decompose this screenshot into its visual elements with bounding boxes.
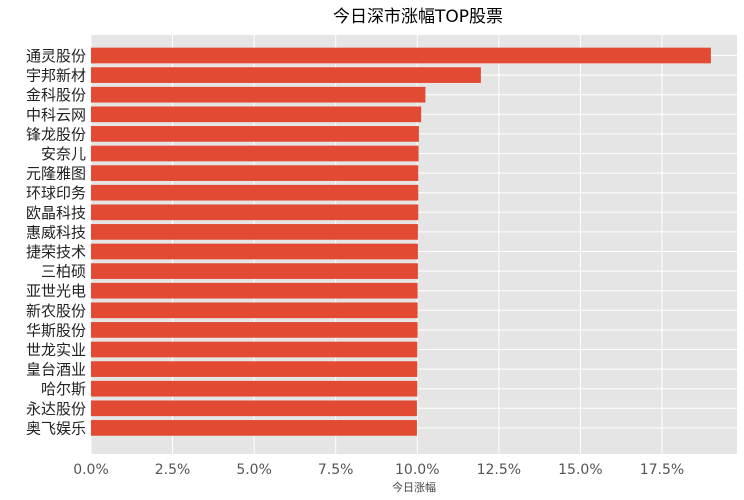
category-label: 锋龙股份 xyxy=(26,125,86,143)
x-tick-label: 5.0% xyxy=(236,462,272,478)
bar xyxy=(91,67,481,83)
bar xyxy=(91,361,418,377)
bar xyxy=(91,106,422,123)
category-label: 惠威科技 xyxy=(26,223,86,241)
category-label: 元隆雅图 xyxy=(26,165,86,183)
x-axis-label: 今日涨幅 xyxy=(392,480,436,494)
bar xyxy=(91,322,418,338)
bars xyxy=(91,47,711,436)
bar xyxy=(91,86,426,103)
x-tick-label: 12.5% xyxy=(477,462,521,478)
bar xyxy=(91,420,417,436)
category-label: 捷荣技术 xyxy=(26,243,86,261)
x-tick-label: 17.5% xyxy=(640,462,684,478)
bar xyxy=(91,380,418,397)
category-label: 哈尔斯 xyxy=(41,380,86,398)
category-label: 亚世光电 xyxy=(26,282,86,300)
category-label: 中科云网 xyxy=(26,106,86,124)
bar xyxy=(91,126,419,142)
bar xyxy=(91,47,711,64)
category-labels: 通灵股份宇邦新材金科股份中科云网锋龙股份安奈儿元隆雅图环球印务欧晶科技惠威科技捷… xyxy=(26,47,86,437)
category-label: 华斯股份 xyxy=(26,321,86,339)
bar xyxy=(91,302,418,319)
x-tick-labels: 0.0% 2.5% 5.0% 7.5% 10.0% 12.5% 15.0% 17.5% xyxy=(73,462,684,478)
bar xyxy=(91,145,419,162)
category-label: 安奈儿 xyxy=(41,145,86,163)
bar xyxy=(91,204,419,221)
bar xyxy=(91,400,417,417)
x-tick-label: 0.0% xyxy=(73,462,109,478)
category-label: 欧晶科技 xyxy=(26,204,86,222)
bar xyxy=(91,243,418,260)
category-label: 金科股份 xyxy=(26,86,86,104)
chart-title: 今日深市涨幅TOP股票 xyxy=(333,7,503,27)
x-tick-label: 10.0% xyxy=(395,462,439,478)
bar xyxy=(91,184,419,201)
category-label: 通灵股份 xyxy=(26,47,86,65)
category-label: 新农股份 xyxy=(26,302,86,320)
bar xyxy=(91,165,419,181)
bar xyxy=(91,224,418,240)
category-label: 宇邦新材 xyxy=(26,67,86,85)
bar xyxy=(91,341,418,358)
category-label: 奥飞娱乐 xyxy=(26,419,86,437)
bar xyxy=(91,282,418,299)
x-tick-label: 7.5% xyxy=(318,462,354,478)
category-label: 永达股份 xyxy=(26,400,86,418)
x-tick-label: 15.0% xyxy=(558,462,602,478)
category-label: 世龙实业 xyxy=(26,341,86,359)
category-label: 环球印务 xyxy=(26,184,86,202)
x-tick-label: 2.5% xyxy=(155,462,191,478)
category-label: 皇台酒业 xyxy=(26,361,86,379)
bar xyxy=(91,263,418,279)
category-label: 三柏硕 xyxy=(41,263,86,281)
